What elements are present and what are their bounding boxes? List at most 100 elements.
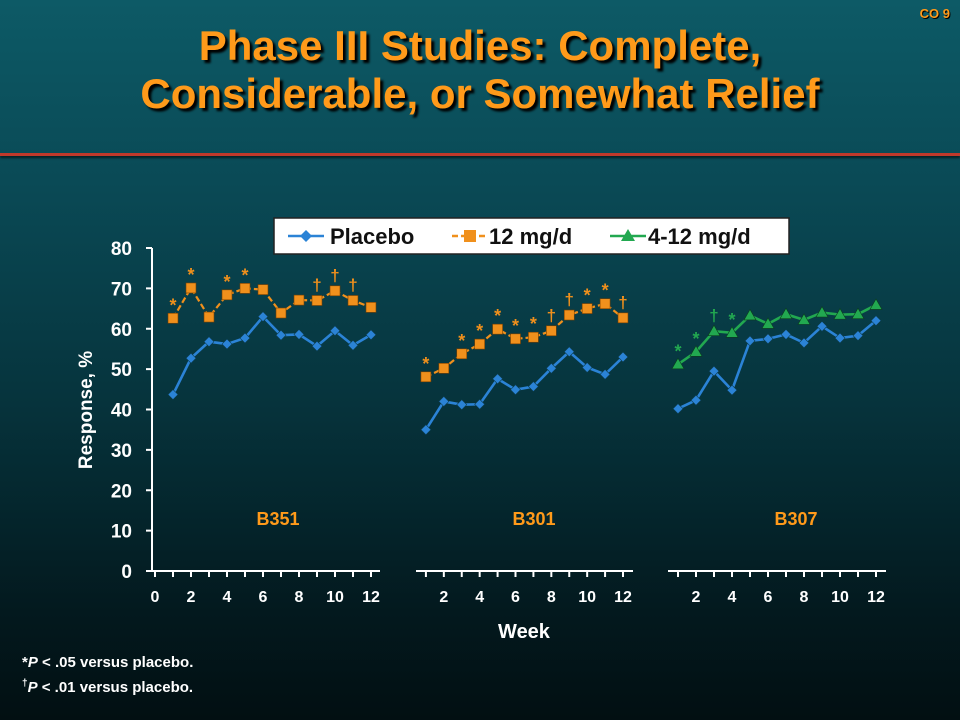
x-tick-label: 8 [800, 589, 809, 606]
x-tick-label: 2 [187, 589, 196, 606]
data-point-placebo [780, 328, 792, 340]
legend-label: 12 mg/d [489, 224, 572, 249]
data-point-placebo [726, 384, 738, 396]
x-tick-label: 10 [326, 589, 344, 606]
panels: 0 2 4 6 8 10 12 B351 * * * * † † † 2 4 6 8 10 12 B301 * * * * * * † †… [151, 265, 886, 606]
y-axis: 0 10 20 30 40 50 60 70 80 [111, 239, 153, 583]
panel-b307: 2 4 6 8 10 12 B307 * * † * [668, 298, 886, 606]
data-point-placebo [329, 325, 341, 337]
footnote-1-text: < .05 versus placebo. [37, 654, 194, 671]
data-point-12mg [581, 303, 593, 314]
data-point-4-12mg [671, 357, 685, 370]
significance-mark: * [476, 321, 483, 341]
data-point-12mg [203, 311, 215, 323]
data-point-placebo [275, 329, 287, 341]
data-point-12mg [456, 348, 468, 360]
y-tick-label: 0 [121, 562, 132, 583]
data-point-placebo [474, 398, 486, 410]
data-point-12mg [438, 363, 450, 374]
data-point-4-12mg [851, 307, 865, 320]
data-point-4-12mg [761, 317, 775, 329]
footnote-2-p: P [27, 679, 38, 696]
data-point-placebo [365, 329, 377, 341]
significance-mark: * [494, 306, 501, 326]
data-point-placebo [834, 332, 846, 344]
y-tick-label: 30 [111, 441, 132, 462]
significance-mark: * [584, 286, 591, 306]
data-point-placebo [870, 315, 882, 327]
y-tick-label: 40 [111, 401, 132, 422]
data-point-4-12mg [797, 313, 811, 325]
x-tick-label: 10 [578, 589, 596, 606]
significance-mark: * [223, 272, 230, 292]
x-tick-label: 8 [547, 589, 556, 606]
significance-mark: * [692, 329, 699, 349]
significance-mark: * [187, 265, 194, 285]
title-line-1: Phase III Studies: Complete, [198, 22, 762, 69]
data-point-12mg [599, 298, 611, 310]
data-point-placebo [816, 320, 828, 332]
significance-mark: † [547, 306, 556, 325]
data-point-placebo [527, 381, 539, 392]
significance-mark: * [169, 295, 176, 315]
x-tick-label: 4 [223, 589, 232, 606]
footnote-2-mark: † [22, 678, 28, 689]
title-divider [0, 153, 960, 156]
data-point-placebo [167, 389, 179, 400]
panel-label: B307 [774, 509, 817, 529]
panel-b351: 0 2 4 6 8 10 12 B351 * * * * † † † [151, 265, 380, 606]
x-tick-label: 12 [867, 589, 885, 606]
data-point-4-12mg [725, 326, 739, 338]
data-point-placebo [257, 311, 269, 323]
data-point-12mg [239, 283, 251, 294]
x-tick-label: 6 [511, 589, 520, 606]
significance-mark: * [512, 316, 519, 336]
data-point-placebo [672, 403, 684, 415]
footnote-significance-01: †P < .01 versus placebo. [22, 673, 193, 698]
data-point-placebo [456, 399, 468, 411]
data-point-4-12mg [707, 324, 721, 336]
footnote-significance-05: *P < .05 versus placebo. [22, 652, 193, 673]
x-tick-label: 0 [151, 589, 160, 606]
y-tick-label: 20 [111, 481, 132, 502]
y-tick-label: 60 [111, 320, 132, 341]
data-point-12mg [474, 338, 485, 350]
data-point-placebo [762, 333, 774, 345]
x-tick-label: 2 [439, 589, 448, 606]
data-point-12mg [275, 307, 287, 319]
x-tick-label: 12 [362, 589, 380, 606]
data-point-placebo [798, 337, 810, 349]
data-point-12mg [563, 309, 575, 321]
data-point-placebo [599, 368, 611, 380]
data-point-placebo [239, 332, 251, 344]
significance-mark: † [618, 293, 627, 312]
data-point-12mg [492, 323, 503, 335]
data-point-12mg [293, 294, 305, 306]
y-tick-label: 50 [111, 360, 132, 381]
data-point-12mg [257, 284, 269, 295]
panel-b301: 2 4 6 8 10 12 B301 * * * * * * † † * * † [416, 281, 633, 606]
x-tick-label: 10 [831, 589, 849, 606]
significance-mark: * [602, 281, 609, 301]
data-point-placebo [852, 330, 864, 342]
data-point-12mg [311, 295, 323, 306]
significance-mark: * [422, 354, 429, 374]
footnotes: *P < .05 versus placebo. †P < .01 versus… [22, 652, 193, 698]
x-tick-label: 4 [728, 589, 737, 606]
data-point-12mg [329, 285, 341, 297]
slide-title: Phase III Studies: Complete, Considerabl… [0, 22, 960, 118]
data-point-12mg [167, 312, 179, 324]
legend-marker [300, 230, 312, 242]
data-point-12mg [420, 371, 432, 383]
data-point-placebo [545, 362, 557, 374]
data-point-placebo [617, 351, 629, 363]
significance-mark: † [348, 275, 357, 294]
significance-mark: * [458, 331, 465, 351]
x-tick-label: 4 [475, 589, 484, 606]
data-point-12mg [221, 289, 233, 301]
slide-id: CO 9 [919, 6, 950, 21]
data-point-12mg [546, 325, 557, 337]
x-tick-label: 12 [614, 589, 632, 606]
significance-mark: * [728, 310, 735, 330]
